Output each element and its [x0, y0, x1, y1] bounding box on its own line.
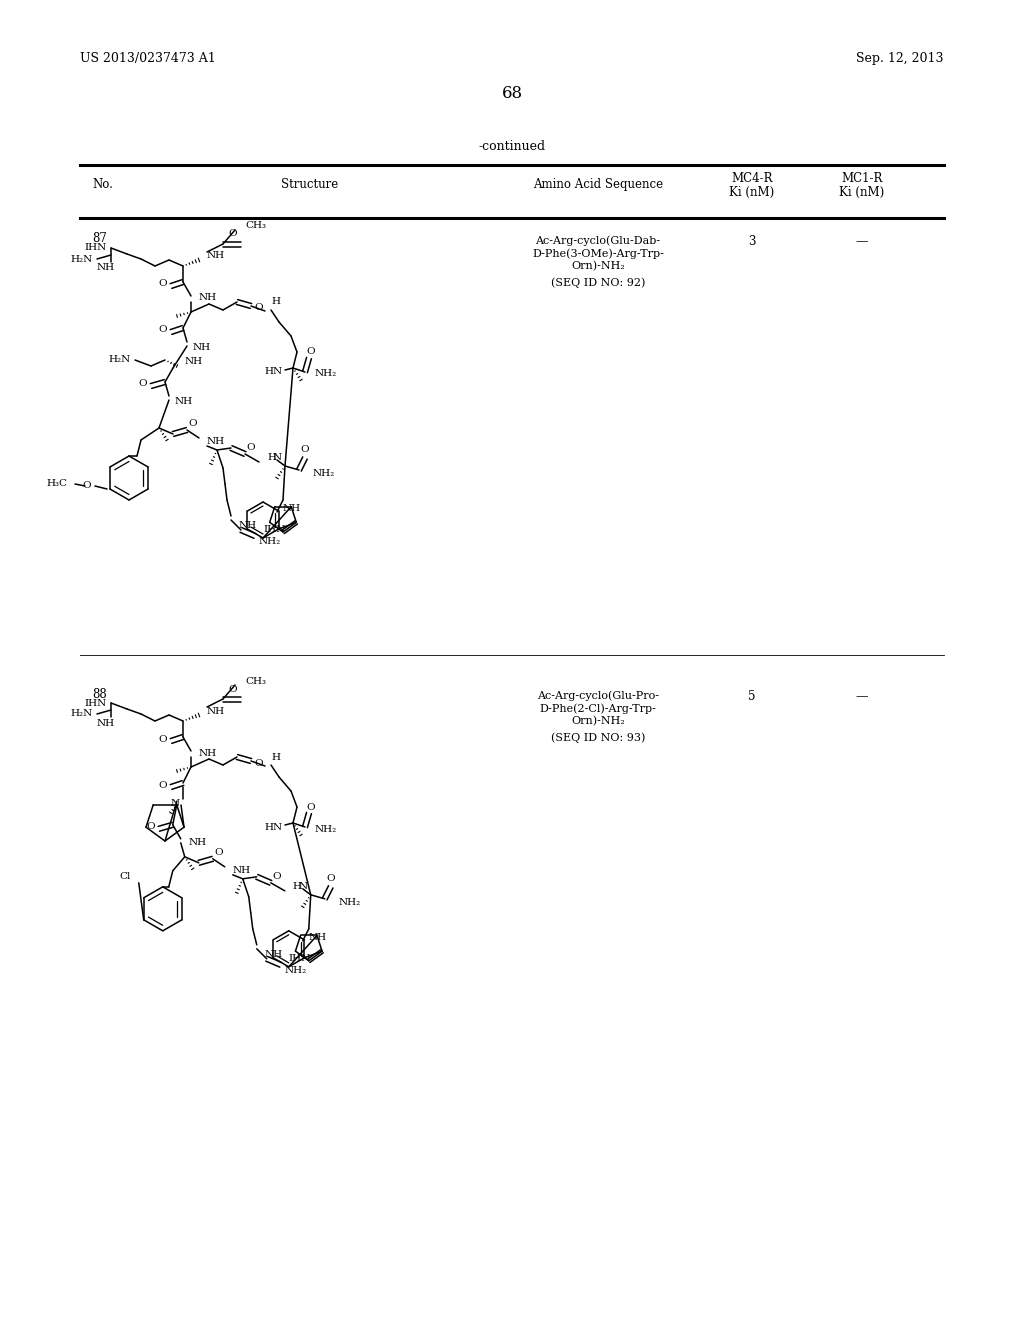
Text: O: O: [306, 347, 315, 356]
Text: IHN: IHN: [289, 954, 311, 964]
Text: H₂N: H₂N: [109, 355, 131, 364]
Text: O: O: [327, 874, 335, 883]
Text: MC1-R: MC1-R: [842, 172, 883, 185]
Text: D-Phe(3-OMe)-Arg-Trp-: D-Phe(3-OMe)-Arg-Trp-: [532, 248, 664, 259]
Text: O: O: [306, 803, 315, 812]
Text: US 2013/0237473 A1: US 2013/0237473 A1: [80, 51, 216, 65]
Text: NH: NH: [185, 358, 203, 367]
Text: O: O: [159, 326, 167, 334]
Text: NH: NH: [207, 252, 225, 260]
Text: NH: NH: [193, 343, 211, 352]
Text: NH: NH: [175, 397, 194, 407]
Text: O: O: [159, 280, 167, 289]
Text: N: N: [170, 799, 179, 808]
Text: 87: 87: [92, 232, 106, 246]
Text: HN: HN: [265, 822, 283, 832]
Text: IHN: IHN: [263, 525, 286, 535]
Text: H₂N: H₂N: [71, 255, 93, 264]
Text: O: O: [159, 734, 167, 743]
Text: Sep. 12, 2013: Sep. 12, 2013: [856, 51, 944, 65]
Text: NH: NH: [232, 866, 251, 875]
Text: O: O: [272, 873, 281, 882]
Text: H₃C: H₃C: [46, 479, 67, 488]
Text: Structure: Structure: [282, 178, 339, 191]
Text: N: N: [273, 454, 283, 462]
Text: Amino Acid Sequence: Amino Acid Sequence: [532, 178, 664, 191]
Text: H₂N: H₂N: [71, 710, 93, 718]
Text: IHN: IHN: [85, 243, 106, 252]
Text: O: O: [138, 380, 147, 388]
Text: Ki (nM): Ki (nM): [729, 186, 774, 199]
Text: O: O: [247, 444, 255, 453]
Text: O: O: [82, 482, 91, 491]
Text: O: O: [214, 849, 223, 857]
Text: 5: 5: [749, 690, 756, 704]
Text: MC4-R: MC4-R: [731, 172, 773, 185]
Text: Orn)-NH₂: Orn)-NH₂: [571, 261, 625, 272]
Text: NH: NH: [283, 504, 301, 513]
Text: NH₂: NH₂: [315, 370, 337, 379]
Text: NH₂: NH₂: [339, 899, 361, 907]
Text: IHN: IHN: [85, 698, 106, 708]
Text: NH₂: NH₂: [313, 470, 335, 479]
Text: O: O: [228, 230, 238, 239]
Text: NH: NH: [188, 838, 207, 847]
Text: (SEQ ID NO: 92): (SEQ ID NO: 92): [551, 277, 645, 288]
Text: Ki (nM): Ki (nM): [840, 186, 885, 199]
Text: —: —: [856, 235, 868, 248]
Text: NH: NH: [97, 264, 115, 272]
Text: H: H: [271, 297, 280, 306]
Text: NH: NH: [265, 950, 283, 960]
Text: NH₂: NH₂: [315, 825, 337, 833]
Text: O: O: [159, 780, 167, 789]
Text: 88: 88: [92, 688, 106, 701]
Text: O: O: [301, 446, 309, 454]
Text: Ac-Arg-cyclo(Glu-Pro-: Ac-Arg-cyclo(Glu-Pro-: [537, 690, 659, 701]
Text: —: —: [856, 690, 868, 704]
Text: 3: 3: [749, 235, 756, 248]
Text: NH: NH: [207, 437, 225, 446]
Text: NH: NH: [308, 933, 327, 942]
Text: NH: NH: [199, 748, 217, 758]
Text: H: H: [267, 454, 276, 462]
Text: O: O: [188, 420, 198, 429]
Text: H: H: [293, 882, 302, 891]
Text: 68: 68: [502, 84, 522, 102]
Text: Cl: Cl: [120, 873, 131, 882]
Text: Orn)-NH₂: Orn)-NH₂: [571, 715, 625, 726]
Text: O: O: [255, 304, 263, 313]
Text: (SEQ ID NO: 93): (SEQ ID NO: 93): [551, 733, 645, 743]
Text: No.: No.: [92, 178, 113, 191]
Text: NH: NH: [239, 521, 257, 531]
Text: -continued: -continued: [478, 140, 546, 153]
Text: CH₃: CH₃: [245, 676, 266, 685]
Text: D-Phe(2-Cl)-Arg-Trp-: D-Phe(2-Cl)-Arg-Trp-: [540, 704, 656, 714]
Text: NH: NH: [207, 706, 225, 715]
Text: O: O: [146, 822, 155, 832]
Text: NH₂: NH₂: [285, 966, 307, 975]
Text: N: N: [299, 882, 308, 891]
Text: HN: HN: [265, 367, 283, 376]
Text: NH: NH: [97, 718, 115, 727]
Text: H: H: [271, 752, 280, 762]
Text: O: O: [255, 759, 263, 767]
Text: NH: NH: [199, 293, 217, 302]
Text: CH₃: CH₃: [245, 222, 266, 231]
Text: O: O: [228, 685, 238, 693]
Text: Ac-Arg-cyclo(Glu-Dab-: Ac-Arg-cyclo(Glu-Dab-: [536, 235, 660, 246]
Text: NH₂: NH₂: [259, 537, 282, 546]
